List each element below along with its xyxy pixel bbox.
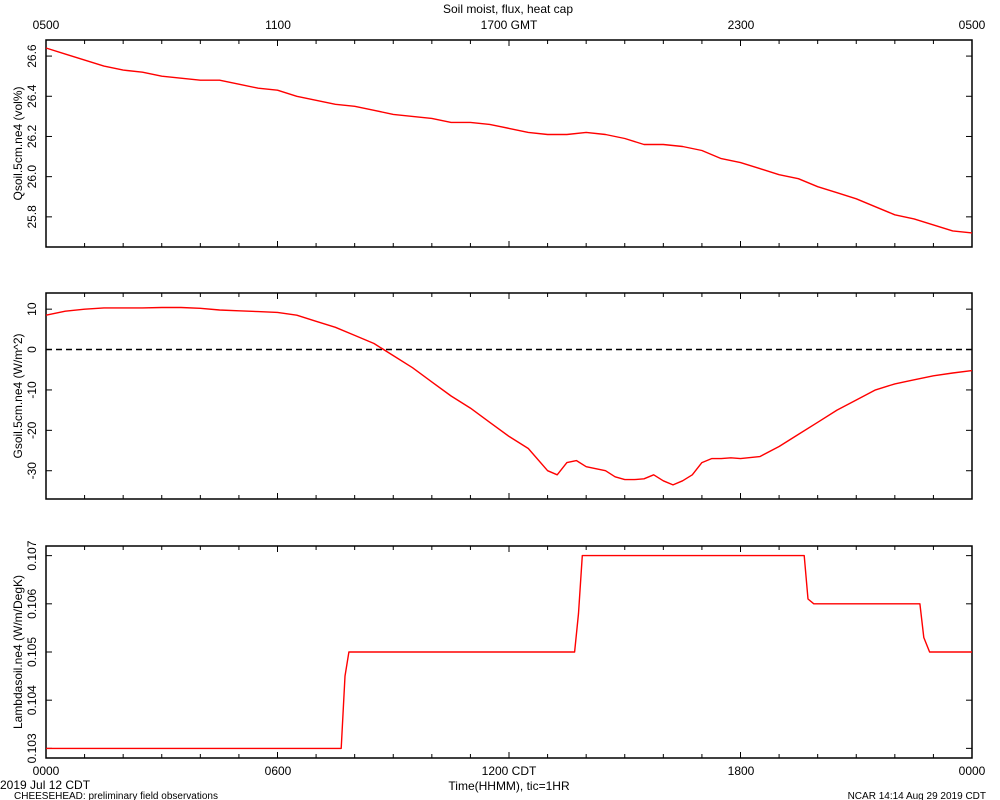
y-tick-label: 0.106 xyxy=(25,588,39,618)
bottom-tick-label: 0000 xyxy=(959,764,986,778)
y-tick-label: 0.105 xyxy=(25,637,39,667)
y-axis-label: Lambdasoil.ne4 (W/m/DegK) xyxy=(11,575,25,729)
bottom-tick-label: 0000 xyxy=(33,764,60,778)
top-tick-label: 0500 xyxy=(959,18,986,32)
x-axis-label: Time(HHMM), tic=1HR xyxy=(448,779,570,793)
top-tick-label: 1100 xyxy=(265,18,291,32)
top-tick-label: 0500 xyxy=(33,18,60,32)
series-line xyxy=(46,554,972,750)
series-line xyxy=(45,306,973,486)
bottom-tick-label: 1800 xyxy=(728,764,755,778)
y-tick-label: 0.107 xyxy=(25,540,39,570)
y-tick-label: 26.2 xyxy=(25,124,39,148)
bottom-tick-label: 1200 CDT xyxy=(482,764,537,778)
y-tick-label: 26.0 xyxy=(25,165,39,189)
y-tick-label: -30 xyxy=(25,462,39,480)
y-tick-label: 10 xyxy=(25,302,39,316)
bottom-tick-label: 0600 xyxy=(265,764,292,778)
y-axis-label: Qsoil.5cm.ne4 (vol%) xyxy=(11,86,25,200)
top-tick-label: 1700 GMT xyxy=(481,18,538,32)
y-tick-label: -10 xyxy=(25,381,39,399)
y-tick-label: 0.103 xyxy=(25,733,39,763)
y-tick-label: 25.8 xyxy=(25,205,39,229)
chart-title: Soil moist, flux, heat cap xyxy=(443,2,573,16)
date-label: 2019 Jul 12 CDT xyxy=(0,778,91,792)
y-tick-label: 26.6 xyxy=(25,44,39,68)
y-tick-label: 0.104 xyxy=(25,685,39,715)
project-label: CHEESEHEAD: preliminary field observatio… xyxy=(14,791,218,800)
y-tick-label: 26.4 xyxy=(25,84,39,108)
y-axis-label: Gsoil.5cm.ne4 (W/m^2) xyxy=(11,334,25,459)
plot-frame xyxy=(45,292,973,500)
y-tick-label: -20 xyxy=(25,421,39,439)
top-tick-label: 2300 xyxy=(728,18,755,32)
timestamp-label: NCAR 14:14 Aug 29 2019 CDT xyxy=(848,791,986,800)
series-line xyxy=(45,47,973,234)
panel-soil-conductivity: 0.103 0.104 0.105 0.106 0.107Lambdasoil.ne4 … xyxy=(11,540,973,763)
panel-soil-moisture: 25.8 26.0 26.2 26.4 26.6 Qsoil.5cm.ne4 (vol%) xyxy=(11,39,973,248)
plot-frame xyxy=(45,39,973,248)
panel-soil-heat-flux: -30 -20 -10 0 10 Gsoil.5cm.ne4 (W/m^2) xyxy=(11,292,973,500)
y-tick-label: 0 xyxy=(25,346,39,353)
